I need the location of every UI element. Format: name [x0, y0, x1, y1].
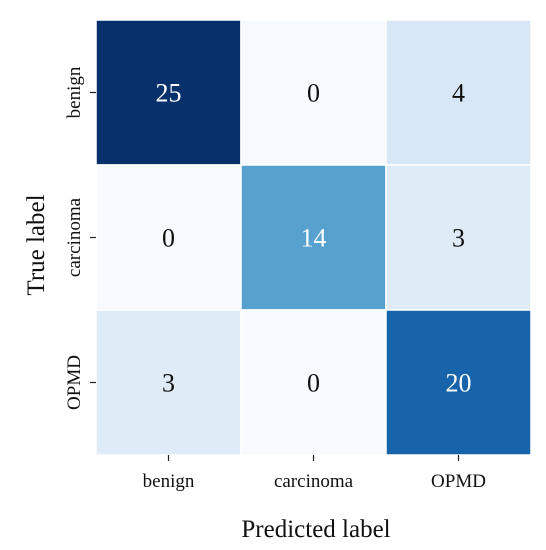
heatmap-cell — [95, 164, 242, 311]
cell-value-label: 20 — [446, 369, 472, 398]
y-axis-title: True label — [23, 194, 50, 295]
heatmap-cell — [95, 19, 242, 166]
x-tick-labels: benign carcinoma OPMD — [143, 455, 486, 492]
cell-value-label: 4 — [452, 79, 465, 108]
heatmap-cell — [240, 164, 387, 311]
cells-layer — [95, 19, 532, 456]
heatmap-cell — [240, 19, 387, 166]
y-tick-label: carcinoma — [64, 197, 85, 277]
cell-value-label: 3 — [452, 224, 465, 253]
cell-value-label: 25 — [156, 79, 182, 108]
cell-value-label: 14 — [301, 224, 327, 253]
cell-value-label: 0 — [307, 79, 320, 108]
cell-labels-layer: 25 0 4 0 14 3 3 0 20 — [156, 79, 472, 398]
x-tick-label: carcinoma — [274, 471, 354, 492]
heatmap-cell — [240, 309, 387, 456]
cell-value-label: 0 — [307, 369, 320, 398]
cell-value-label: 3 — [162, 369, 175, 398]
x-axis-title: Predicted label — [241, 516, 390, 543]
heatmap-cell — [385, 19, 532, 166]
x-tick-label: OPMD — [431, 471, 486, 492]
x-tick-label: benign — [143, 471, 195, 492]
y-tick-labels: benign carcinoma OPMD — [64, 66, 96, 410]
y-tick-label: benign — [64, 66, 85, 118]
cell-value-label: 0 — [162, 224, 175, 253]
heatmap-cell — [385, 164, 532, 311]
y-tick-label: OPMD — [64, 355, 85, 410]
